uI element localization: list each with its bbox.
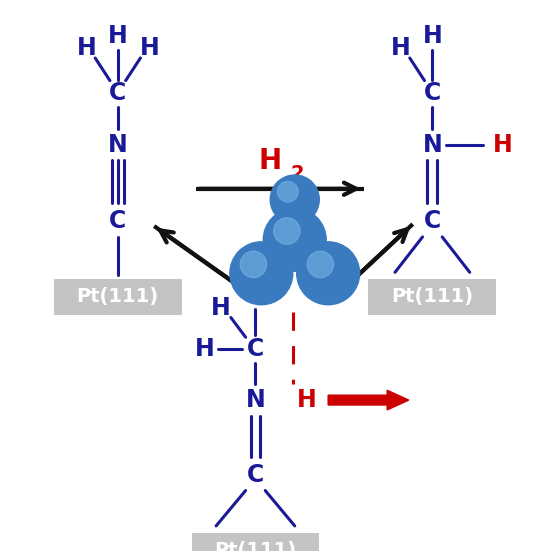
FancyBboxPatch shape: [192, 533, 319, 560]
Text: H: H: [108, 25, 128, 48]
Circle shape: [240, 251, 267, 278]
FancyBboxPatch shape: [368, 279, 496, 315]
Circle shape: [278, 181, 298, 202]
Text: H: H: [139, 36, 159, 60]
Text: H: H: [259, 147, 282, 175]
Text: C: C: [247, 463, 264, 487]
Text: C: C: [109, 81, 127, 105]
Text: N: N: [422, 133, 442, 156]
Text: N: N: [108, 133, 128, 156]
Text: N: N: [245, 388, 265, 412]
Text: 2: 2: [291, 164, 305, 183]
Circle shape: [230, 242, 293, 305]
Text: H: H: [422, 25, 442, 48]
Circle shape: [297, 242, 360, 305]
FancyBboxPatch shape: [54, 279, 181, 315]
Text: H: H: [245, 283, 265, 307]
Text: H: H: [493, 133, 513, 156]
FancyArrow shape: [328, 390, 409, 410]
Text: Pt(111): Pt(111): [77, 287, 159, 306]
Text: H: H: [194, 337, 214, 361]
Text: Pt(111): Pt(111): [391, 287, 473, 306]
Circle shape: [270, 175, 319, 224]
Text: H: H: [77, 36, 96, 60]
Circle shape: [307, 251, 334, 278]
Circle shape: [274, 218, 300, 244]
Text: H: H: [297, 388, 316, 412]
Text: C: C: [109, 209, 127, 233]
Text: C: C: [424, 81, 441, 105]
Text: C: C: [424, 209, 441, 233]
Text: C: C: [247, 337, 264, 361]
Text: Pt(111): Pt(111): [214, 541, 296, 560]
Text: H: H: [391, 36, 411, 60]
Text: H: H: [211, 296, 231, 320]
Circle shape: [263, 208, 326, 271]
